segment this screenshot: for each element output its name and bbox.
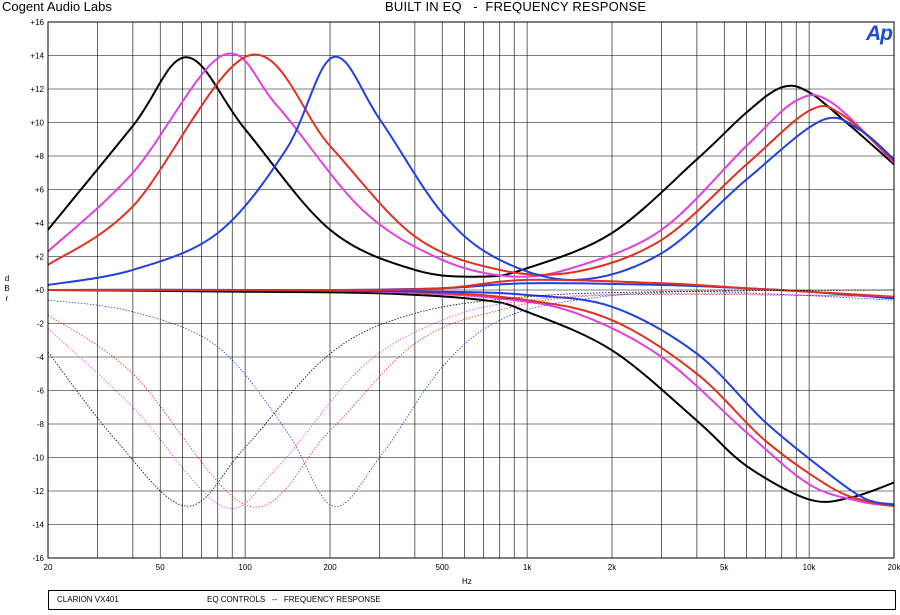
- cut-curve-10: [47, 289, 895, 507]
- y-tick-label: -8: [37, 420, 45, 429]
- footer-description: EQ CONTROLS -- FREQUENCY RESPONSE: [207, 595, 381, 604]
- frequency-response-chart: +16 +14 +12 +10 +8 +6 +4 +2 +0 -2 -4 -6 -8 -10 -12 -14 -…: [30, 18, 900, 572]
- y-tick-label: +6: [35, 186, 45, 195]
- x-tick-label: 1k: [523, 563, 532, 572]
- y-tick-label: +8: [35, 152, 45, 161]
- cut-curve-13: [47, 291, 895, 507]
- x-tick-label: 500: [436, 563, 450, 572]
- response-curve-2: [47, 53, 895, 276]
- response-curve-0: [47, 56, 895, 278]
- ap-logo: Ap: [866, 22, 893, 45]
- footer-model: CLARION VX401: [57, 595, 119, 604]
- y-tick-label: -6: [37, 387, 45, 396]
- x-tick-label: 50: [156, 563, 165, 572]
- y-tick-label: +2: [35, 253, 45, 262]
- y-tick-label: -14: [32, 521, 44, 530]
- response-curve-7: [47, 288, 895, 506]
- plot-frame: [47, 21, 895, 559]
- response-curve-1: [47, 52, 895, 278]
- y-tick-label: +10: [30, 119, 44, 128]
- x-tick-labels: 20 50 100 200 500 1k 2k 5k 10k 20k: [44, 563, 900, 572]
- response-curve-4: [47, 289, 895, 503]
- x-tick-label: 20: [44, 563, 53, 572]
- footer-box: CLARION VX401 EQ CONTROLS -- FREQUENCY R…: [48, 590, 896, 610]
- y-tick-labels: +16 +14 +12 +10 +8 +6 +4 +2 +0 -2 -4 -6 -8 -10 -12 -14 -…: [30, 18, 44, 563]
- series-group: [47, 52, 895, 509]
- company-name: Cogent Audio Labs: [2, 0, 112, 14]
- y-tick-label: +14: [30, 52, 44, 61]
- response-curve-6: [47, 288, 895, 508]
- y-tick-label: -2: [37, 320, 45, 329]
- chart-title: BUILT IN EQ - FREQUENCY RESPONSE: [385, 0, 647, 14]
- y-tick-label: -10: [32, 454, 44, 463]
- response-curve-5: [47, 288, 895, 508]
- cut-curve-12: [47, 293, 895, 508]
- x-tick-label: 5k: [720, 563, 729, 572]
- x-tick-label: 2k: [608, 563, 617, 572]
- cut-curve-11: [47, 292, 895, 509]
- x-tick-label: 10k: [803, 563, 817, 572]
- y-tick-label: +16: [30, 18, 44, 27]
- response-curve-3: [47, 55, 895, 286]
- y-tick-label: +0: [35, 286, 45, 295]
- x-tick-label: 100: [238, 563, 252, 572]
- y-tick-label: -4: [37, 353, 45, 362]
- y-tick-label: -16: [32, 554, 44, 563]
- x-tick-label: 200: [323, 563, 337, 572]
- x-axis-label: Hz: [462, 577, 472, 586]
- y-tick-label: +12: [30, 85, 44, 94]
- response-curve-9: [47, 278, 895, 298]
- y-tick-label: +4: [35, 219, 45, 228]
- x-tick-label: 20k: [888, 563, 900, 572]
- y-tick-label: -12: [32, 487, 44, 496]
